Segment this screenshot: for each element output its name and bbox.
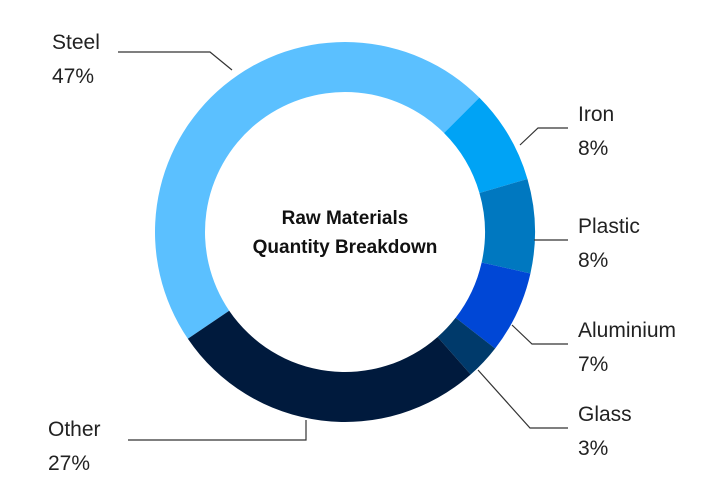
slice-value-label-other: 27% [48, 452, 90, 475]
slice-iron [443, 97, 528, 193]
slice-name-label-plastic: Plastic [578, 215, 640, 238]
slice-plastic [479, 178, 535, 274]
slice-value-label-steel: 47% [52, 65, 94, 88]
slice-name-label-iron: Iron [578, 103, 614, 126]
slice-aluminium [455, 262, 531, 349]
leader-line-glass [477, 369, 568, 429]
slice-glass [437, 317, 496, 375]
leader-lines [118, 51, 568, 441]
leader-line-iron [519, 127, 568, 146]
donut-slices [155, 42, 535, 423]
slice-name-label-glass: Glass [578, 403, 632, 426]
slice-name-label-steel: Steel [52, 31, 100, 54]
slice-name-label-aluminium: Aluminium [578, 319, 676, 342]
leader-line-other [128, 420, 307, 441]
slice-labels: Steel 47% Iron 8% Plastic 8% Aluminium 7% Glass 3… [48, 31, 676, 475]
slice-name-label-other: Other [48, 418, 101, 441]
slice-value-label-plastic: 8% [578, 249, 608, 272]
slice-value-label-glass: 3% [578, 437, 608, 460]
chart-title-line-1: Raw Materials [282, 208, 409, 229]
slice-value-label-aluminium: 7% [578, 353, 608, 376]
leader-line-aluminium [511, 324, 568, 345]
slice-steel [155, 42, 480, 339]
slice-value-label-iron: 8% [578, 137, 608, 160]
chart-title-line-2: Quantity Breakdown [253, 237, 438, 258]
leader-line-steel [118, 51, 233, 71]
slice-other [187, 310, 471, 423]
